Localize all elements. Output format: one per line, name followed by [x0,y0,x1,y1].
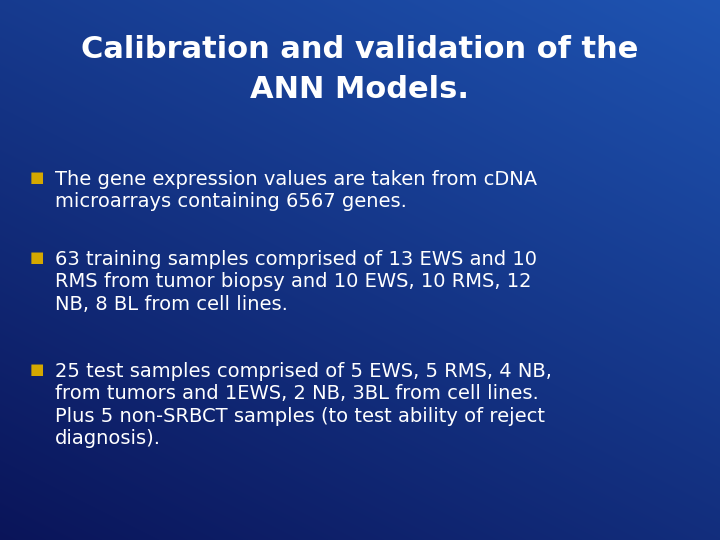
Text: 63 training samples comprised of 13 EWS and 10: 63 training samples comprised of 13 EWS … [55,250,537,269]
Text: ANN Models.: ANN Models. [251,76,469,105]
Text: diagnosis).: diagnosis). [55,429,161,448]
Text: 25 test samples comprised of 5 EWS, 5 RMS, 4 NB,: 25 test samples comprised of 5 EWS, 5 RM… [55,362,552,381]
Text: ■: ■ [30,362,45,377]
Text: ■: ■ [30,250,45,265]
Text: RMS from tumor biopsy and 10 EWS, 10 RMS, 12: RMS from tumor biopsy and 10 EWS, 10 RMS… [55,272,531,292]
Text: NB, 8 BL from cell lines.: NB, 8 BL from cell lines. [55,295,288,314]
Text: ■: ■ [30,170,45,185]
Text: microarrays containing 6567 genes.: microarrays containing 6567 genes. [55,192,407,211]
Text: from tumors and 1EWS, 2 NB, 3BL from cell lines.: from tumors and 1EWS, 2 NB, 3BL from cel… [55,384,539,403]
Text: Plus 5 non-SRBCT samples (to test ability of reject: Plus 5 non-SRBCT samples (to test abilit… [55,407,545,426]
Text: The gene expression values are taken from cDNA: The gene expression values are taken fro… [55,170,537,189]
Text: Calibration and validation of the: Calibration and validation of the [81,36,639,64]
